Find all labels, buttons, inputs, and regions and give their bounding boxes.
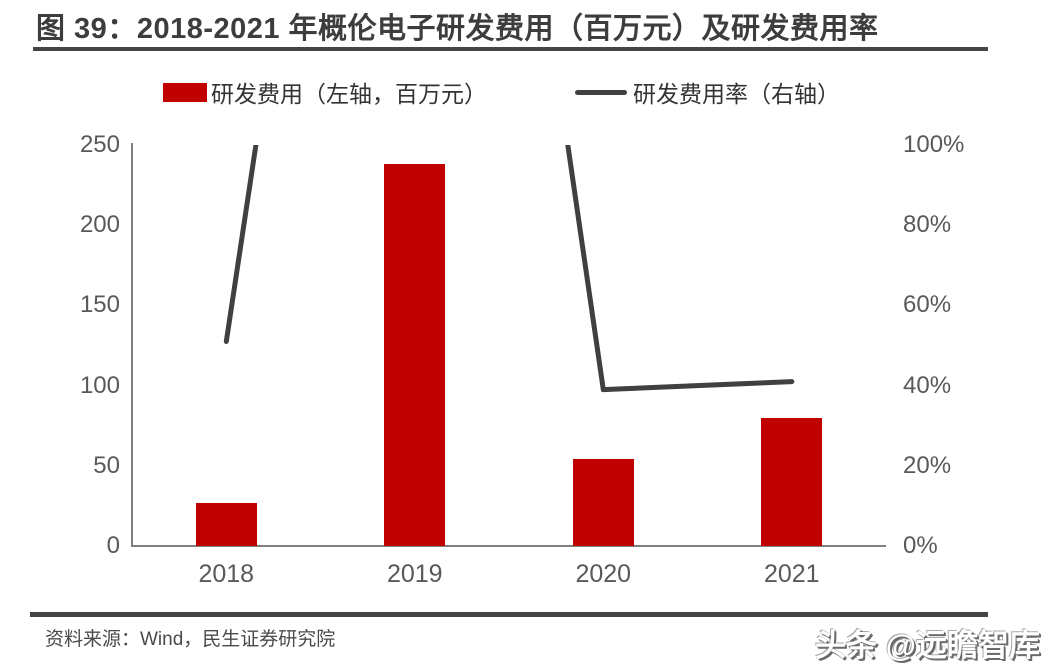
rate-line-svg	[223, 145, 795, 393]
source-note: 资料来源：Wind，民生证券研究院	[45, 629, 336, 650]
left-axis-line	[131, 143, 133, 547]
left-axis-tick-50: 50	[93, 451, 120, 479]
rate-line	[223, 145, 795, 393]
figure-title: 图 39：2018-2021 年概伦电子研发费用（百万元）及研发费用率	[36, 13, 879, 45]
left-axis-tick-0: 0	[106, 532, 120, 559]
bar-2020	[572, 459, 634, 546]
x-axis-label-2020: 2020	[575, 560, 632, 588]
right-axis-tick-40: 40%	[903, 371, 952, 399]
legend-item-rd-expense: 研发费用（左轴，百万元）	[163, 80, 487, 108]
left-axis-tick-250: 250	[79, 131, 120, 158]
legend-bar-swatch	[163, 82, 207, 102]
right-axis-tick-60: 60%	[903, 291, 952, 319]
left-axis-tick-150: 150	[79, 291, 120, 319]
x-axis-label-2019: 2019	[386, 560, 443, 588]
footer-divider	[30, 612, 988, 617]
watermark: 头条 @远瞻智库	[815, 628, 1040, 663]
bar-2021	[761, 417, 823, 546]
legend-line-swatch	[575, 89, 627, 95]
bar-2019	[384, 164, 446, 546]
right-axis-tick-80: 80%	[903, 211, 952, 239]
right-axis-tick-100: 100%	[903, 131, 965, 158]
legend-item-rd-expense-rate: 研发费用率（右轴）	[575, 80, 840, 108]
bar-2018	[195, 502, 257, 546]
legend-label-rd-expense: 研发费用（左轴，百万元）	[211, 82, 487, 108]
x-axis-label-2021: 2021	[763, 560, 820, 588]
title-divider	[33, 47, 988, 51]
left-axis-tick-200: 200	[79, 211, 120, 239]
right-axis-tick-20: 20%	[903, 451, 952, 479]
right-axis-tick-0: 0%	[903, 532, 938, 559]
left-axis-tick-100: 100	[79, 371, 120, 399]
bottom-axis-line	[131, 545, 886, 547]
x-axis-label-2018: 2018	[198, 560, 255, 588]
legend-label-rd-expense-rate: 研发费用率（右轴）	[633, 82, 840, 108]
